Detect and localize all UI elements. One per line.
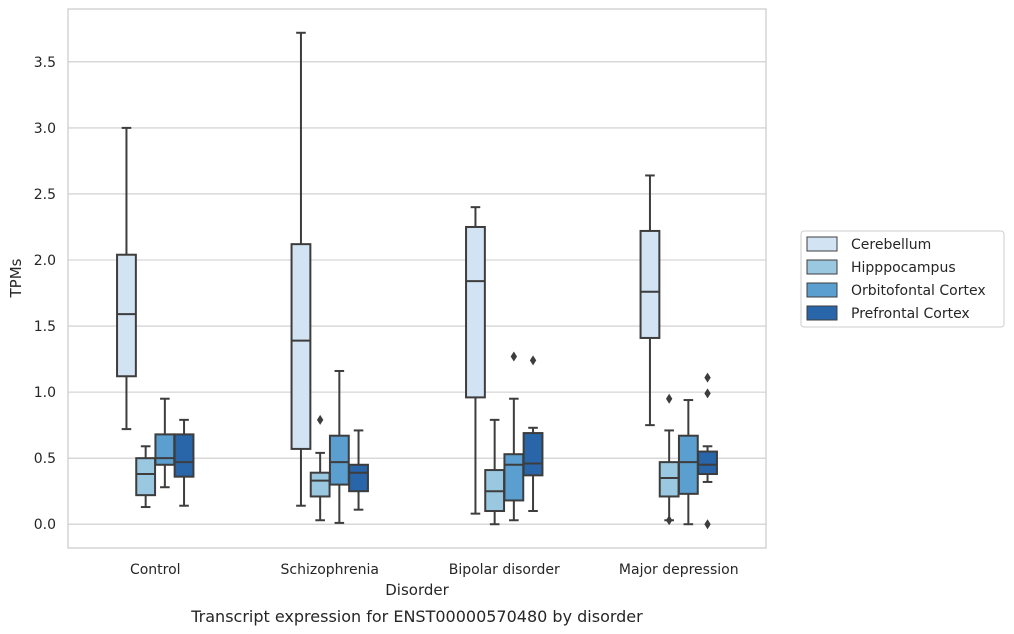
- y-tick-label: 0.5: [34, 451, 56, 467]
- box-iqr: [135, 457, 157, 497]
- box-series-layer: [116, 31, 718, 530]
- outlier-point: [665, 515, 673, 526]
- y-tick-label: 3.5: [34, 55, 56, 71]
- legend-label: Hipppocampus: [851, 260, 956, 276]
- box-iqr: [154, 433, 176, 466]
- box-cerebellum: [639, 174, 661, 427]
- outlier-point: [529, 355, 537, 366]
- y-tick-label: 3.0: [34, 121, 56, 137]
- box-iqr: [116, 253, 137, 378]
- box-iqr: [309, 471, 331, 498]
- box-iqr: [503, 453, 525, 502]
- plot-area-frame: [67, 8, 767, 549]
- box-hipppocampus: [135, 445, 157, 509]
- legend-swatch: [806, 259, 838, 275]
- outlier-point: [316, 414, 324, 425]
- legend-label: Cerebellum: [851, 237, 931, 253]
- box-iqr: [639, 229, 661, 339]
- box-orbitofontal-cortex: [677, 399, 699, 526]
- y-tick-label: 1.5: [34, 319, 56, 335]
- box-iqr: [677, 434, 699, 495]
- box-cerebellum: [290, 31, 312, 507]
- x-tick-label: Schizophrenia: [281, 562, 379, 578]
- legend: Cerebellum Hipppocampus Orbitofontal Corte…: [800, 230, 1005, 328]
- box-iqr: [348, 463, 369, 493]
- box-hipppocampus: [658, 393, 680, 526]
- legend-swatch: [806, 236, 838, 252]
- legend-swatch: [806, 305, 838, 321]
- y-axis-label: TPMs: [7, 258, 25, 298]
- x-axis-ticks: Control Schizophrenia Bipolar disorder Majo…: [130, 562, 739, 578]
- outlier-point: [665, 393, 673, 404]
- y-tick-label: 1.0: [34, 385, 56, 401]
- outlier-point: [704, 372, 711, 383]
- box-orbitofontal-cortex: [503, 351, 525, 522]
- x-axis-label: Disorder: [385, 581, 449, 599]
- box-prefrontal-cortex: [173, 418, 195, 507]
- box-iqr: [328, 434, 350, 486]
- box-prefrontal-cortex: [522, 355, 544, 513]
- box-prefrontal-cortex: [348, 429, 369, 511]
- legend-label: Orbitofontal Cortex: [851, 283, 986, 299]
- box-hipppocampus: [309, 414, 331, 522]
- outlier-point: [704, 519, 711, 530]
- chart-caption: Transcript expression for ENST0000057048…: [190, 607, 643, 626]
- x-tick-label: Bipolar disorder: [449, 562, 560, 578]
- x-tick-label: Major depression: [619, 562, 739, 578]
- box-prefrontal-cortex: [697, 372, 718, 530]
- box-iqr: [697, 450, 718, 476]
- box-iqr: [658, 461, 680, 498]
- box-iqr: [173, 433, 195, 478]
- legend-frame: [800, 230, 1005, 328]
- y-tick-label: 2.5: [34, 187, 56, 203]
- legend-label: Prefrontal Cortex: [851, 306, 970, 322]
- outlier-point: [704, 388, 711, 399]
- y-axis-ticks: 0.0 0.5 1.0 1.5 2.0 2.5 3.0 3.5: [34, 55, 56, 533]
- box-iqr: [522, 432, 544, 477]
- outlier-point: [510, 351, 518, 362]
- box-orbitofontal-cortex: [328, 369, 350, 524]
- box-iqr: [290, 243, 312, 450]
- y-tick-label: 2.0: [34, 253, 56, 269]
- x-tick-label: Control: [130, 562, 181, 578]
- box-cerebellum: [116, 126, 137, 431]
- box-cerebellum: [465, 206, 486, 515]
- y-tick-label: 0.0: [34, 517, 56, 533]
- legend-swatch: [806, 282, 838, 298]
- box-iqr: [465, 225, 486, 399]
